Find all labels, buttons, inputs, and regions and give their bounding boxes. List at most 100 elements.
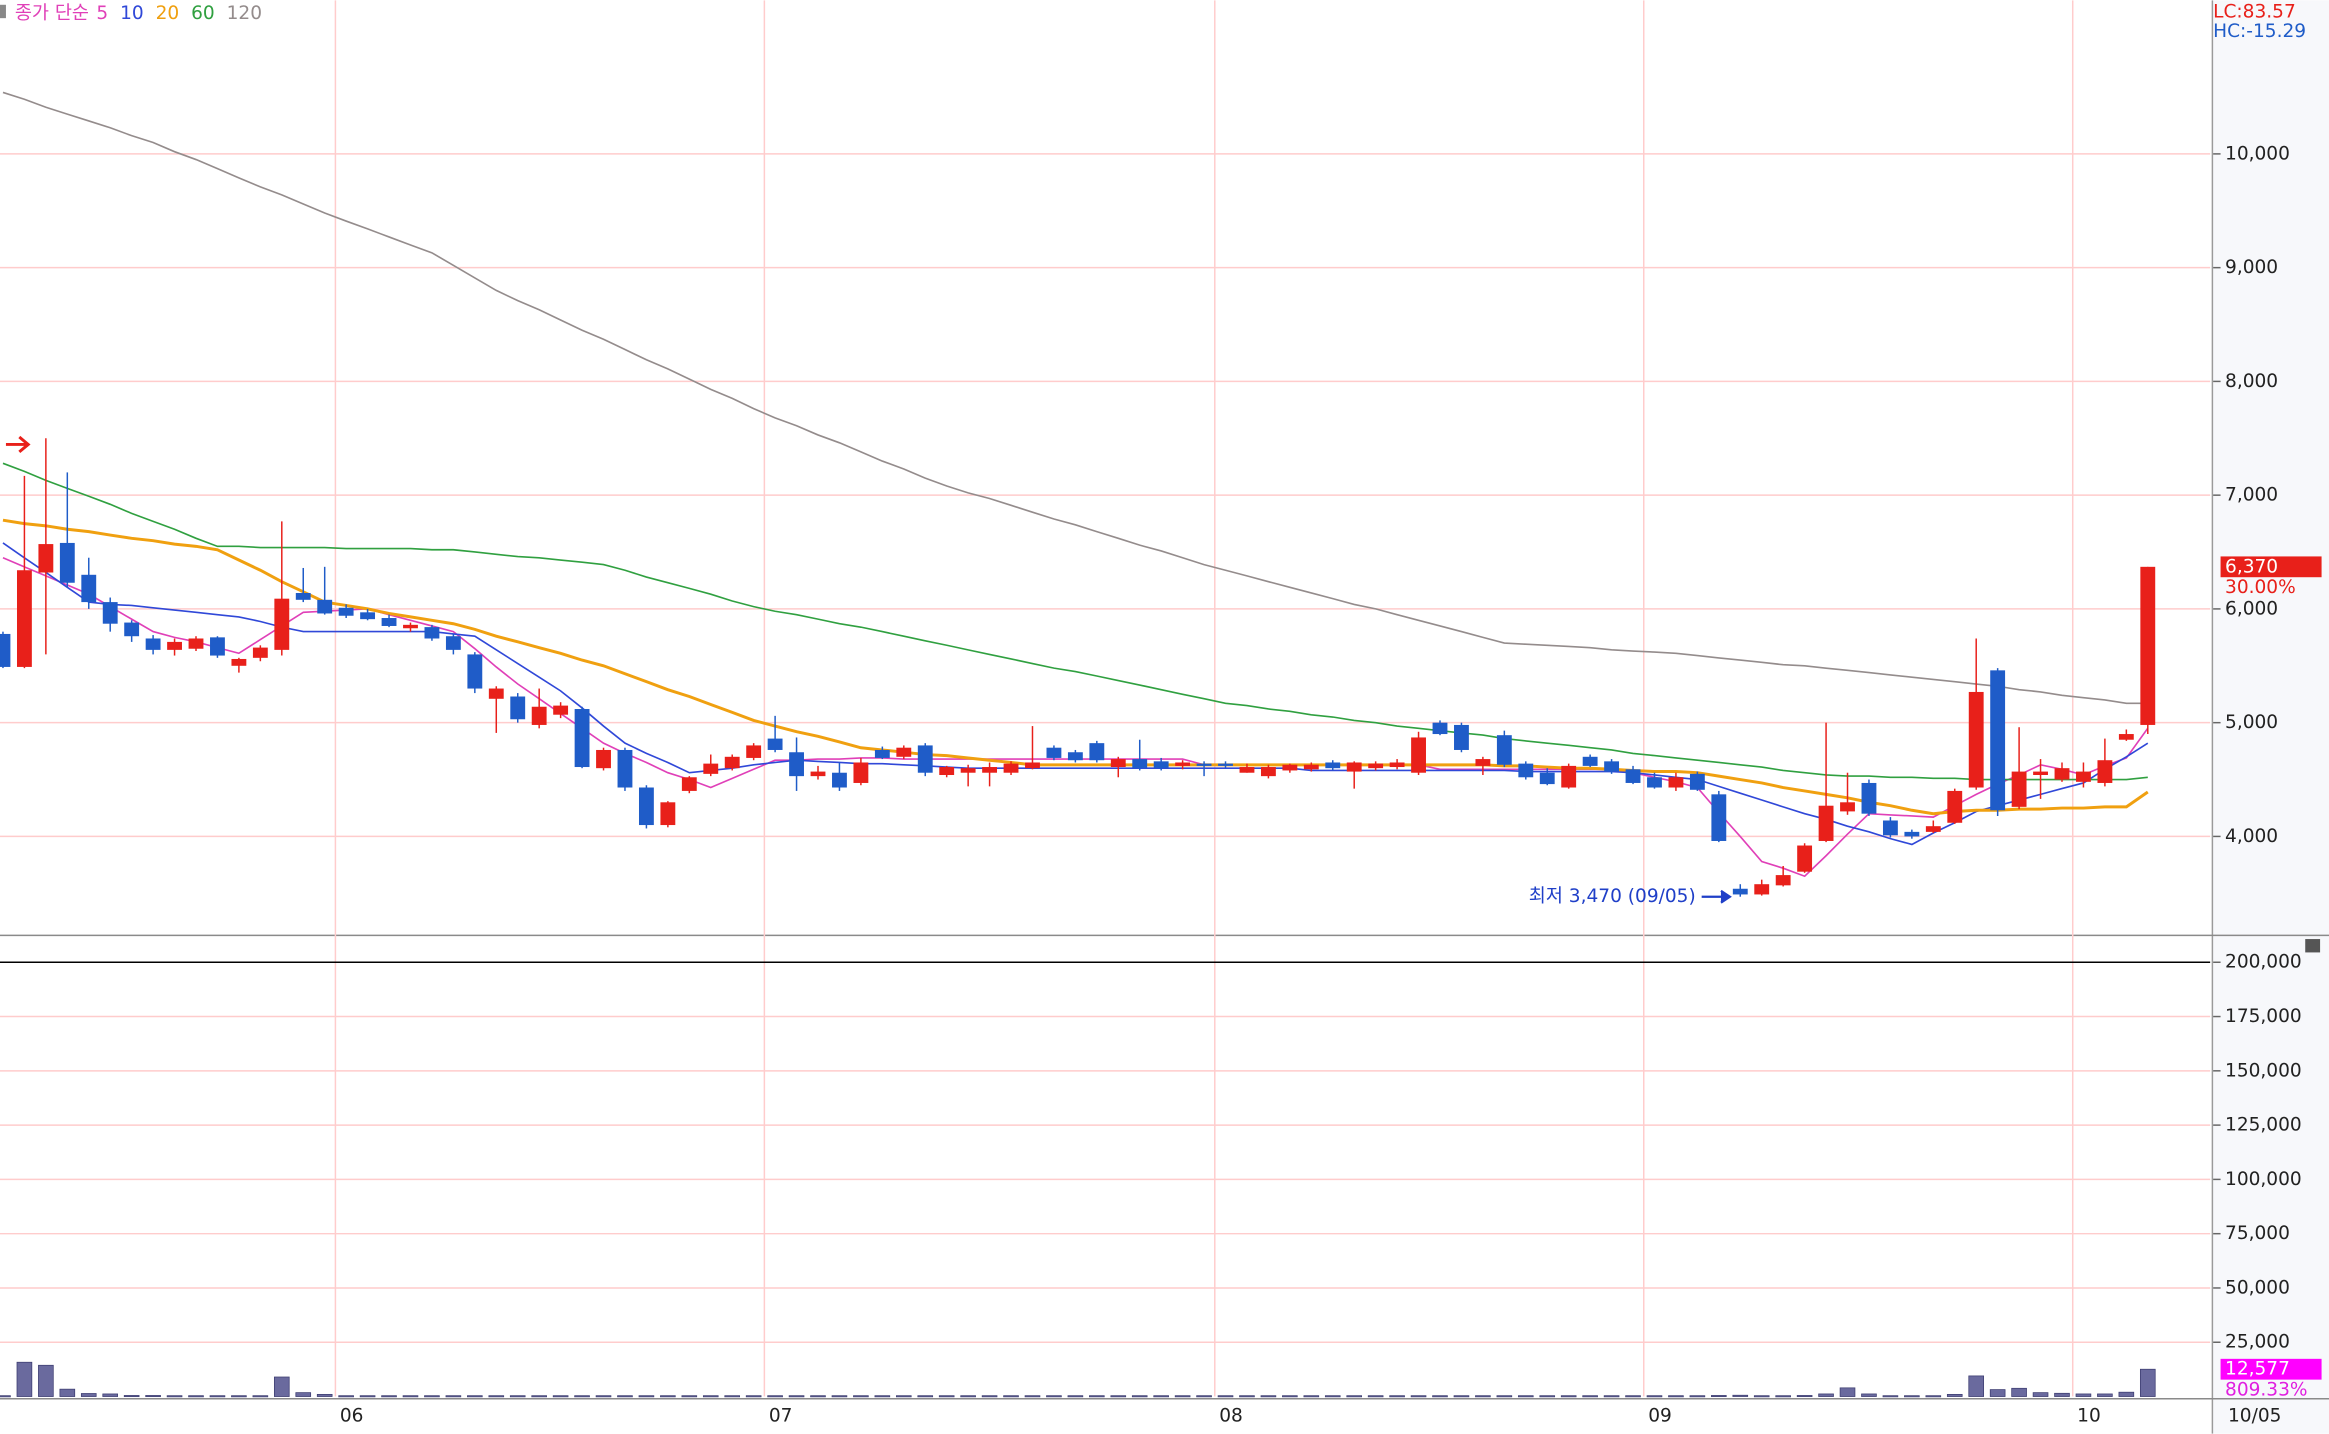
volume-bar (295, 1392, 312, 1397)
x-tick-label: 07 (769, 1405, 793, 1426)
candle-body (2140, 566, 2156, 725)
volume-bar (467, 1395, 483, 1398)
y-tick-label: 175,000 (2225, 1006, 2302, 1027)
y-tick-label: 8,000 (2225, 371, 2278, 392)
volume-bar (1517, 1395, 1534, 1398)
volume-bar (1775, 1395, 1791, 1398)
volume-bar (80, 1393, 97, 1397)
volume-bar (1432, 1395, 1448, 1398)
volume-bar (166, 1395, 183, 1398)
change-label: 30.00% (2225, 577, 2296, 598)
candle-body (188, 638, 204, 649)
volume-bar (273, 1376, 290, 1397)
candle-body (1647, 777, 1662, 788)
legend-entry: 5 (96, 3, 108, 24)
last-volume-tag (2220, 1358, 2322, 1380)
candle-body (0, 633, 11, 667)
volume-bar (1089, 1395, 1105, 1398)
candle-body (2118, 734, 2134, 740)
volume-bar (531, 1395, 547, 1398)
volume-bar (1560, 1395, 1577, 1398)
volume-bar (231, 1395, 247, 1398)
candle-body (274, 598, 290, 650)
candle-body (1925, 826, 1941, 832)
volume-bar (1475, 1395, 1491, 1398)
candle-body (1947, 790, 1963, 823)
candle-body (617, 749, 633, 788)
volume-bar (1582, 1395, 1598, 1398)
volume-bar (1046, 1395, 1062, 1398)
candle-body (1153, 761, 1169, 769)
candle-body (1239, 767, 1255, 773)
volume-bar (1968, 1375, 1985, 1397)
volume-bar (381, 1395, 397, 1398)
candle-body (896, 747, 912, 757)
candle-body (982, 767, 998, 773)
moving-average-line (2, 518, 2149, 816)
candle-body (1475, 759, 1491, 766)
candle-body (1496, 735, 1512, 765)
volume-bar (1753, 1395, 1770, 1398)
candle-body (1260, 767, 1276, 777)
volume-bar (917, 1395, 934, 1398)
volume-bar (2139, 1368, 2156, 1397)
volume-bar (2075, 1393, 2092, 1397)
candle-body (1711, 794, 1727, 841)
panel-icon (2305, 939, 2321, 953)
volume-bar (102, 1393, 119, 1397)
candle-body (1110, 759, 1126, 768)
candle-body (1067, 752, 1083, 761)
y-tick-label: 75,000 (2225, 1223, 2290, 1244)
y-tick-label: 7,000 (2225, 485, 2278, 506)
volume-bar (1303, 1395, 1320, 1398)
candle-body (381, 618, 397, 626)
volume-bar (1668, 1395, 1684, 1398)
volume-bar (767, 1395, 783, 1398)
y-tick-label: 100,000 (2225, 1169, 2302, 1190)
volume-bar (638, 1395, 655, 1398)
volume-bar (1453, 1395, 1470, 1398)
candle-body (2033, 771, 2048, 775)
moving-average-line (2, 462, 2148, 781)
high-marker (5, 435, 31, 454)
moving-average-line (2, 542, 2149, 846)
candle-body (1968, 691, 1984, 788)
indicator-label: LC:83.57 (2213, 2, 2296, 23)
volume-bar (788, 1395, 805, 1398)
volume-bar (1324, 1395, 1341, 1398)
candle-body (1775, 875, 1791, 886)
volume-bar (1153, 1395, 1169, 1398)
volume-bar (660, 1395, 676, 1398)
volume-bar (16, 1361, 33, 1397)
volume-bar (1346, 1395, 1363, 1398)
candle-body (810, 771, 826, 777)
volume-bar (810, 1395, 826, 1398)
candle-body (960, 768, 976, 773)
legend-title: 종가 단순 (15, 3, 89, 24)
candle-body (746, 745, 762, 758)
candle-body (210, 637, 225, 656)
candle-body (38, 544, 54, 573)
candle-body (1840, 802, 1855, 812)
candle-body (488, 688, 504, 699)
annotation-arrow (1701, 889, 1732, 904)
candle-body (703, 763, 719, 774)
last-date-label: 10/05 (2228, 1405, 2281, 1426)
candle-body (1368, 763, 1384, 769)
volume-bar (1217, 1395, 1234, 1398)
volume-bar (1711, 1395, 1727, 1398)
volume-bar (316, 1393, 333, 1397)
candle-body (1689, 773, 1705, 790)
y-tick-label: 9,000 (2225, 257, 2278, 278)
volume-bar (1410, 1395, 1427, 1398)
volume-bar (59, 1388, 76, 1397)
volume-bar (2054, 1392, 2070, 1397)
volume-bar (1367, 1395, 1384, 1398)
candle-body (1518, 763, 1534, 778)
y-tick-label: 150,000 (2225, 1060, 2302, 1081)
volume-bar (981, 1395, 998, 1398)
y-tick-label: 10,000 (2225, 143, 2290, 164)
indicator-label: HC:-15.29 (2213, 21, 2306, 42)
volume-bar (1689, 1395, 1706, 1398)
candle-body (789, 752, 804, 777)
